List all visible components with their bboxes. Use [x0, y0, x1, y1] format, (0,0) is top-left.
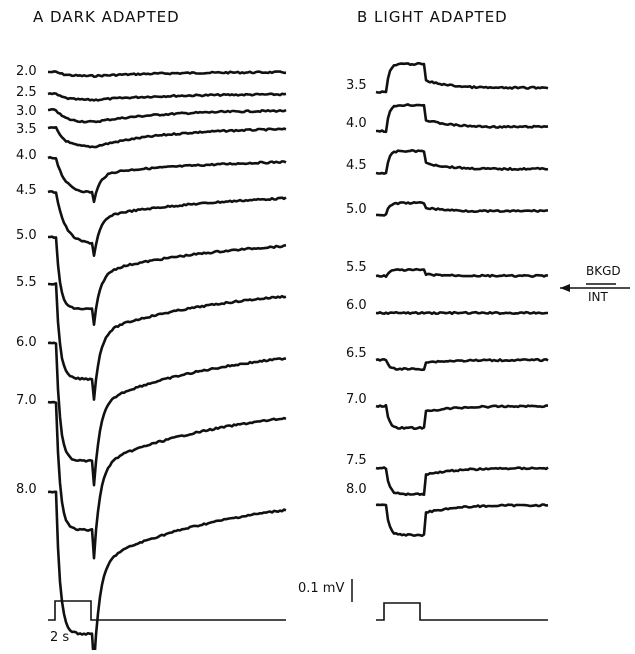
trace-a — [47, 155, 287, 204]
trace-a — [47, 108, 287, 124]
trace-label-a: 2.5 — [16, 85, 37, 100]
trace-label-b: 4.5 — [346, 158, 367, 173]
trace-a — [48, 235, 287, 326]
trace-label-b: 6.0 — [346, 298, 367, 313]
background-intensity-label: BKGD — [586, 264, 621, 278]
trace-a — [47, 190, 287, 257]
trace-b — [375, 404, 548, 430]
trace-label-a: 5.5 — [16, 275, 37, 290]
trace-a — [47, 92, 287, 102]
trace-a — [47, 400, 287, 560]
stimulus-marker-b — [376, 602, 548, 621]
trace-label-a: 4.5 — [16, 183, 37, 198]
panel-b-title: B LIGHT ADAPTED — [357, 8, 508, 26]
trace-b — [375, 148, 549, 175]
trace-label-a: 3.0 — [16, 104, 37, 119]
trace-a — [47, 126, 287, 149]
trace-b — [375, 503, 549, 538]
trace-a — [47, 282, 287, 401]
trace-b — [375, 61, 549, 94]
background-intensity-sublabel: INT — [588, 290, 608, 304]
trace-label-b: 6.5 — [346, 346, 367, 361]
trace-label-b: 3.5 — [346, 78, 367, 93]
trace-label-a: 2.0 — [16, 64, 37, 79]
trace-b — [375, 267, 549, 278]
stimulus-marker-a — [48, 600, 286, 621]
panel-a-traces — [47, 70, 287, 654]
trace-b — [375, 201, 549, 217]
voltage-scale-label: 0.1 mV — [298, 581, 345, 596]
time-scale-label: 2 s — [50, 630, 70, 645]
panel-b-traces — [375, 61, 549, 538]
trace-b — [375, 358, 549, 372]
trace-a — [47, 490, 287, 654]
trace-a — [47, 341, 287, 487]
trace-b — [375, 310, 548, 316]
trace-label-a: 3.5 — [16, 122, 37, 137]
panel-a-title: A DARK ADAPTED — [33, 8, 180, 26]
trace-label-a: 8.0 — [16, 482, 37, 497]
trace-label-b: 5.5 — [346, 260, 367, 275]
trace-label-b: 4.0 — [346, 116, 367, 131]
trace-label-a: 6.0 — [16, 335, 37, 350]
trace-b — [376, 103, 549, 134]
trace-b — [375, 466, 549, 497]
trace-label-a: 5.0 — [16, 228, 37, 243]
trace-label-a: 7.0 — [16, 393, 37, 408]
trace-label-a: 4.0 — [16, 148, 37, 163]
trace-label-b: 8.0 — [346, 482, 367, 497]
trace-a — [48, 70, 286, 78]
bkgd-arrow-head — [560, 284, 570, 292]
trace-label-b: 7.5 — [346, 453, 367, 468]
trace-label-b: 7.0 — [346, 392, 367, 407]
trace-label-b: 5.0 — [346, 202, 367, 217]
